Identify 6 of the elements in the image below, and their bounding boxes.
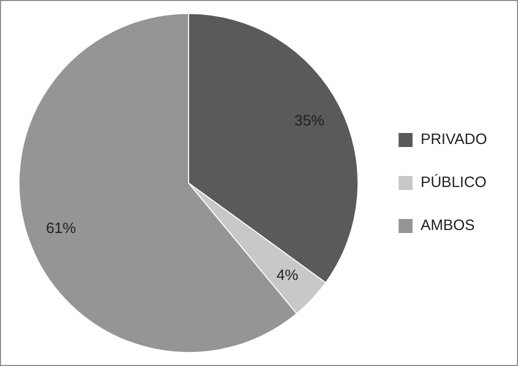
legend-label: AMBOS <box>420 217 475 234</box>
data-label: 61% <box>46 220 76 238</box>
data-label: 35% <box>294 112 324 130</box>
data-label: 4% <box>276 266 298 284</box>
legend-label: PÚBLICO <box>420 173 486 192</box>
legend-label: PRIVADO <box>420 131 488 148</box>
